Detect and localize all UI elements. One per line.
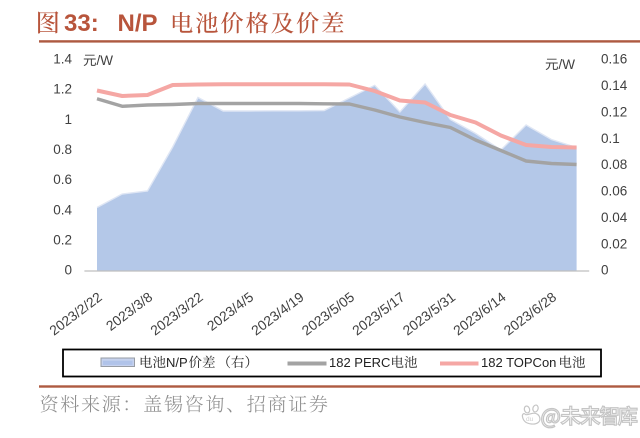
svg-text:0.04: 0.04 <box>601 210 628 225</box>
svg-text:0: 0 <box>64 263 72 278</box>
svg-text:33:: 33: <box>64 10 99 37</box>
svg-text:1.2: 1.2 <box>53 82 72 97</box>
svg-text:1.4: 1.4 <box>53 52 72 67</box>
svg-text:N/P: N/P <box>118 10 158 37</box>
svg-text:0.4: 0.4 <box>53 202 72 217</box>
svg-text:0.06: 0.06 <box>601 184 627 199</box>
svg-text:/W: /W <box>559 57 576 72</box>
svg-text:0.8: 0.8 <box>53 142 72 157</box>
svg-text:0.12: 0.12 <box>601 105 627 120</box>
svg-text:0.16: 0.16 <box>601 52 627 67</box>
svg-text:0.6: 0.6 <box>53 172 72 187</box>
svg-text:0.2: 0.2 <box>53 233 72 248</box>
svg-text:0.1: 0.1 <box>601 131 620 146</box>
svg-text:du: du <box>526 416 534 423</box>
svg-text:/W: /W <box>97 53 114 68</box>
svg-text:0: 0 <box>601 263 609 278</box>
svg-text:0.08: 0.08 <box>601 157 627 172</box>
svg-text:1: 1 <box>64 112 72 127</box>
svg-text:0.02: 0.02 <box>601 236 627 251</box>
svg-text:0.14: 0.14 <box>601 78 628 93</box>
svg-text:182 PERC: 182 PERC <box>329 355 390 370</box>
svg-text:N/P: N/P <box>166 355 188 370</box>
svg-text:182 TOPCon: 182 TOPCon <box>481 355 556 370</box>
